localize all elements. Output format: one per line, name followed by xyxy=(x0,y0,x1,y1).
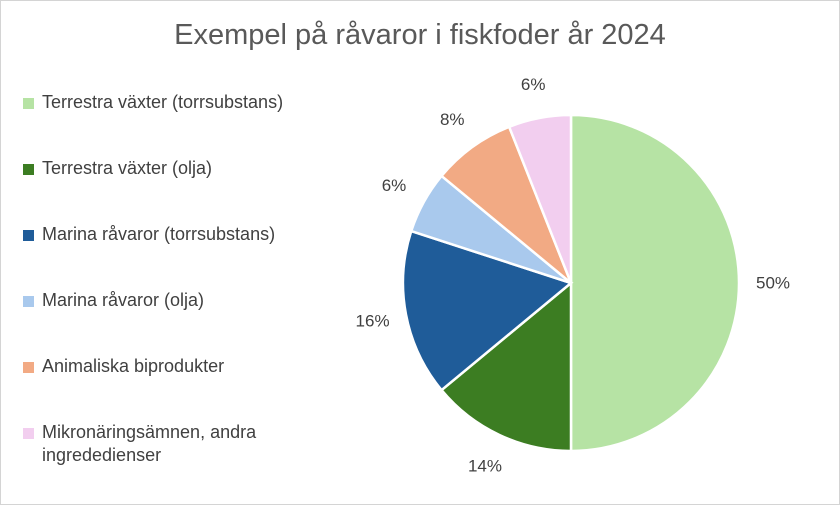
legend-item: Mikronäringsämnen, andra ingrededienser xyxy=(23,421,283,467)
legend-swatch xyxy=(23,164,34,175)
legend-label: Terrestra växter (torrsubstans) xyxy=(42,92,284,112)
pie-slice xyxy=(401,229,574,392)
legend-swatch xyxy=(23,296,34,307)
legend-swatch xyxy=(23,428,34,439)
data-label: 8% xyxy=(440,110,465,129)
legend-label: Mikronäringsämnen, andra ingrededienser xyxy=(42,422,257,465)
data-label: 14% xyxy=(468,456,502,475)
legend-swatch xyxy=(23,98,34,109)
pie-slice xyxy=(569,113,741,453)
chart-title: Exempel på råvaror i fiskfoder år 2024 xyxy=(174,19,666,51)
legend-item: Terrestra växter (olja) xyxy=(23,157,323,180)
data-label: 6% xyxy=(382,176,407,195)
data-label: 16% xyxy=(356,311,390,330)
pie-slice xyxy=(439,280,573,453)
legend-label: Terrestra växter (olja) xyxy=(42,158,213,178)
pie-slice xyxy=(507,113,573,284)
legend-item: Marina råvaror (olja) xyxy=(23,289,323,312)
legend-item: Marina råvaror (torrsubstans) xyxy=(23,223,323,246)
data-label: 50% xyxy=(756,274,790,293)
legend-label: Marina råvaror (olja) xyxy=(42,290,205,310)
legend-item: Terrestra växter (torrsubstans) xyxy=(23,91,323,114)
legend-swatch xyxy=(23,362,34,373)
legend-label: Animaliska biprodukter xyxy=(42,356,225,376)
legend-swatch xyxy=(23,230,34,241)
legend-label: Marina råvaror (torrsubstans) xyxy=(42,224,276,244)
data-label: 6% xyxy=(521,75,546,94)
legend-item: Animaliska biprodukter xyxy=(23,355,323,378)
